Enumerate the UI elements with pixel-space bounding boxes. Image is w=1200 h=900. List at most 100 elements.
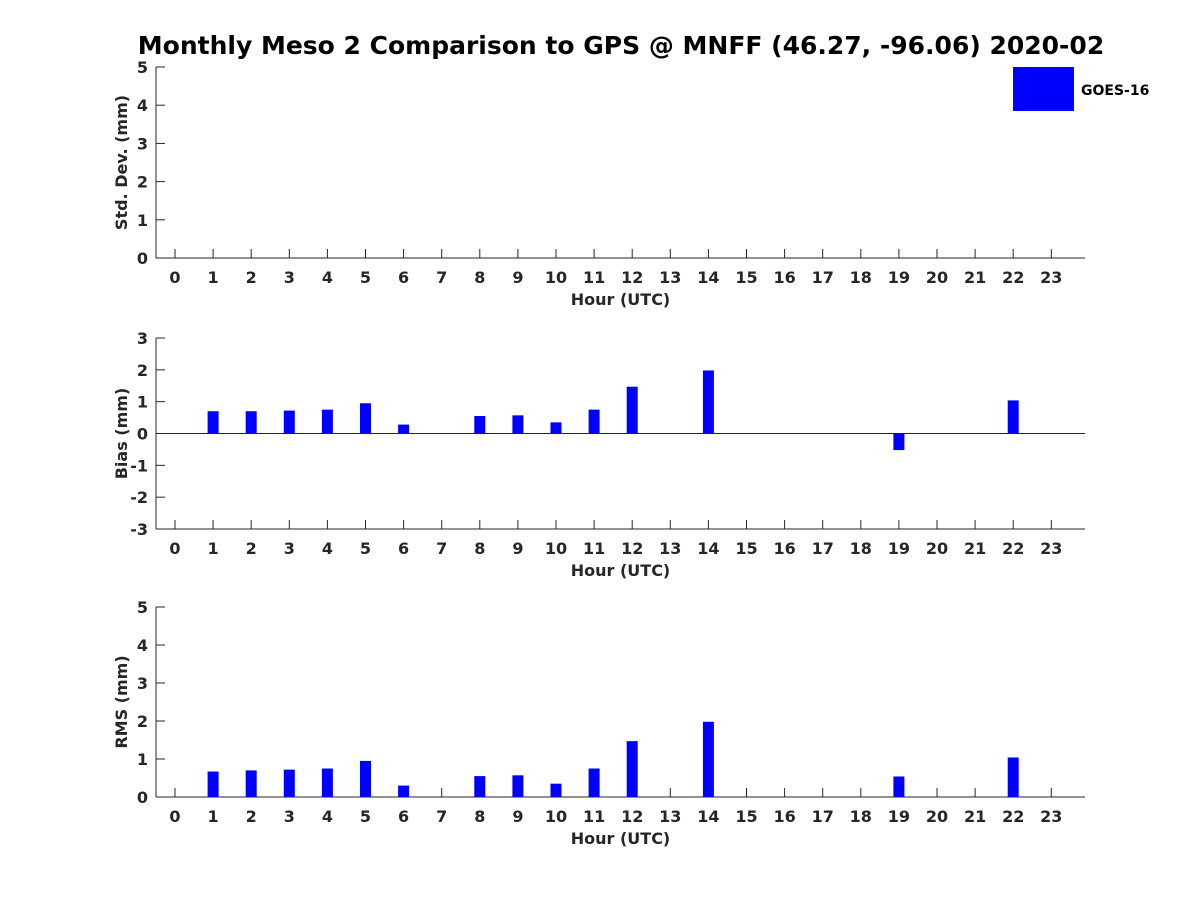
x-tick-label: 22 (1002, 268, 1024, 287)
y-axis-label: Std. Dev. (mm) (112, 95, 131, 230)
bar-hour-8 (474, 415, 486, 434)
x-tick-label: 7 (436, 807, 447, 826)
x-tick-label: 13 (659, 807, 681, 826)
x-tick-label: 9 (512, 539, 523, 558)
y-tick-label: 3 (137, 674, 148, 693)
x-tick-label: 22 (1002, 807, 1024, 826)
x-axis-label: Hour (UTC) (571, 290, 671, 309)
bar-hour-4 (321, 768, 333, 797)
x-tick-label: 10 (545, 539, 567, 558)
x-tick-label: 6 (398, 539, 409, 558)
bar-hour-19 (893, 433, 905, 451)
y-axis-label: Bias (mm) (112, 388, 131, 480)
y-tick-label: 5 (137, 58, 148, 77)
y-axis-label: RMS (mm) (112, 655, 131, 748)
x-tick-label: 5 (360, 807, 371, 826)
legend-label: GOES-16 (1081, 83, 1149, 99)
x-tick-label: 16 (773, 268, 795, 287)
x-axis-label: Hour (UTC) (571, 829, 671, 848)
x-tick-label: 18 (850, 268, 872, 287)
bar-hour-6 (398, 785, 410, 797)
x-tick-label: 0 (169, 268, 180, 287)
x-tick-label: 15 (735, 807, 757, 826)
x-tick-label: 2 (246, 807, 257, 826)
x-tick-label: 21 (964, 539, 986, 558)
y-tick-label: 1 (137, 211, 148, 230)
x-tick-label: 17 (812, 268, 834, 287)
bar-hour-14 (702, 721, 714, 797)
x-tick-label: 23 (1040, 268, 1062, 287)
x-tick-label: 19 (888, 807, 910, 826)
x-tick-label: 5 (360, 539, 371, 558)
x-tick-label: 20 (926, 539, 948, 558)
y-tick-label: -2 (130, 488, 148, 507)
bar-hour-11 (588, 768, 600, 797)
x-axis-label: Hour (UTC) (571, 561, 671, 580)
x-tick-label: 19 (888, 268, 910, 287)
bar-hour-5 (360, 760, 371, 797)
x-tick-label: 1 (208, 539, 219, 558)
y-tick-label: 2 (137, 712, 148, 731)
bar-hour-3 (283, 410, 295, 434)
x-tick-label: 1 (208, 807, 219, 826)
x-tick-label: 12 (621, 807, 643, 826)
bar-hour-6 (398, 424, 410, 434)
bar-hour-19 (893, 776, 905, 797)
x-tick-label: 5 (360, 268, 371, 287)
x-tick-label: 23 (1040, 539, 1062, 558)
x-tick-label: 9 (512, 268, 523, 287)
bar-hour-11 (588, 409, 600, 434)
x-tick-label: 16 (773, 539, 795, 558)
x-tick-label: 11 (583, 539, 605, 558)
bar-hour-22 (1007, 757, 1019, 797)
y-tick-label: 2 (137, 173, 148, 192)
x-tick-label: 23 (1040, 807, 1062, 826)
x-tick-label: 16 (773, 807, 795, 826)
bar-hour-14 (702, 370, 714, 434)
x-tick-label: 7 (436, 539, 447, 558)
bar-hour-10 (550, 422, 562, 434)
bar-hour-12 (626, 386, 638, 434)
bar-hour-1 (207, 771, 219, 797)
bar-hour-10 (550, 783, 562, 797)
y-tick-label: 0 (137, 249, 148, 268)
x-tick-label: 6 (398, 268, 409, 287)
x-tick-label: 13 (659, 539, 681, 558)
x-tick-label: 9 (512, 807, 523, 826)
bar-hour-2 (245, 770, 257, 797)
chart-title: Monthly Meso 2 Comparison to GPS @ MNFF … (138, 31, 1104, 60)
y-tick-label: 3 (137, 329, 148, 348)
x-tick-label: 3 (284, 807, 295, 826)
bar-hour-5 (360, 403, 371, 434)
x-tick-label: 18 (850, 539, 872, 558)
y-tick-label: 4 (137, 636, 148, 655)
x-tick-label: 11 (583, 268, 605, 287)
bar-hour-9 (512, 415, 524, 434)
x-tick-label: 4 (322, 539, 333, 558)
y-tick-label: 4 (137, 96, 148, 115)
bar-hour-9 (512, 775, 524, 797)
x-tick-label: 17 (812, 539, 834, 558)
x-tick-label: 21 (964, 268, 986, 287)
bar-hour-3 (283, 769, 295, 797)
x-tick-label: 8 (474, 807, 485, 826)
x-tick-label: 0 (169, 539, 180, 558)
x-tick-label: 4 (322, 268, 333, 287)
x-tick-label: 17 (812, 807, 834, 826)
x-tick-label: 12 (621, 539, 643, 558)
bar-hour-22 (1007, 400, 1019, 434)
x-tick-label: 10 (545, 807, 567, 826)
x-tick-label: 14 (697, 539, 719, 558)
bar-hour-1 (207, 411, 219, 434)
x-tick-label: 20 (926, 268, 948, 287)
bar-hour-8 (474, 776, 486, 797)
x-tick-label: 3 (284, 268, 295, 287)
bar-hour-12 (626, 741, 638, 797)
x-tick-label: 15 (735, 539, 757, 558)
y-tick-label: 5 (137, 598, 148, 617)
x-tick-label: 10 (545, 268, 567, 287)
x-tick-label: 12 (621, 268, 643, 287)
x-tick-label: 11 (583, 807, 605, 826)
